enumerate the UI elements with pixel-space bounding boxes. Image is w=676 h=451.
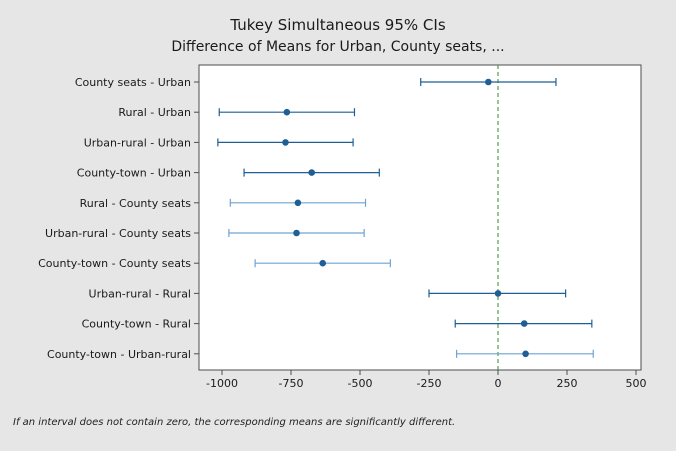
mean-point	[319, 259, 327, 267]
comparison-label: Rural - County seats	[80, 197, 192, 210]
plot-area	[198, 64, 642, 371]
mean-point	[293, 229, 300, 237]
x-tick-label: -250	[417, 377, 442, 390]
mean-point	[282, 139, 289, 146]
chart-subtitle: Difference of Means for Urban, County se…	[171, 39, 504, 55]
comparison-label: County-town - Urban-rural	[47, 348, 191, 361]
mean-point	[283, 108, 291, 116]
comparison-label: Urban-rural - County seats	[45, 227, 191, 240]
mean-point	[485, 78, 492, 86]
mean-point	[308, 169, 316, 176]
mean-point	[520, 320, 528, 327]
mean-point	[494, 290, 502, 297]
x-tick-label: -500	[348, 377, 373, 390]
mean-point	[522, 350, 529, 358]
comparison-label: County-town - Urban	[77, 167, 191, 180]
comparison-label: County-town - Rural	[82, 318, 191, 331]
mean-point	[294, 199, 302, 207]
x-tick-label: -750	[279, 377, 304, 390]
comparison-label: County-town - County seats	[38, 257, 191, 270]
x-tick-label: 500	[626, 377, 647, 390]
footnote: If an interval does not contain zero, th…	[13, 417, 456, 428]
chart-title: Tukey Simultaneous 95% CIs	[229, 16, 445, 34]
x-tick-label: 0	[495, 377, 502, 390]
comparison-label: Rural - Urban	[118, 106, 191, 119]
comparison-label: Urban-rural - Rural	[89, 287, 191, 300]
x-tick-label: -1000	[206, 377, 238, 390]
x-tick-label: 250	[557, 377, 578, 390]
comparison-label: County seats - Urban	[75, 76, 191, 89]
comparison-label: Urban-rural - Urban	[84, 136, 191, 149]
